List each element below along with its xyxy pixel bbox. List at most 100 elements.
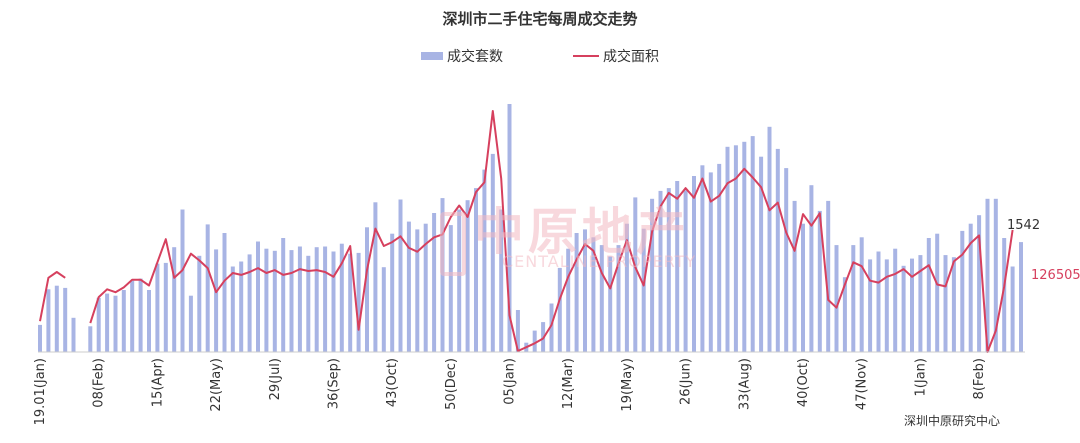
x-tick-label-11: 26(Jun) xyxy=(679,358,694,405)
x-tick-label-2: 15(Apr) xyxy=(150,358,165,407)
bar-76 xyxy=(675,181,680,352)
bar-11 xyxy=(130,280,135,352)
bar-38 xyxy=(356,252,361,352)
legend: 成交套数 成交面积 xyxy=(0,46,1080,66)
bar-17 xyxy=(180,209,185,352)
bar-86 xyxy=(759,156,764,352)
bar-53 xyxy=(482,169,487,352)
bar-72 xyxy=(641,228,646,352)
bar-30 xyxy=(289,250,294,352)
bar-39 xyxy=(365,227,369,352)
bar-65 xyxy=(583,229,587,352)
bar-88 xyxy=(775,148,780,352)
bar-28 xyxy=(272,250,277,352)
bar-109 xyxy=(951,257,956,352)
bar-37 xyxy=(348,253,353,352)
bar-3 xyxy=(63,287,68,352)
x-tick-label-13: 40(Oct) xyxy=(796,358,811,407)
bar-66 xyxy=(591,237,596,352)
bar-84 xyxy=(742,141,747,352)
x-tick-label-12: 33(Aug) xyxy=(737,358,752,410)
bar-25 xyxy=(247,254,252,352)
bar-10 xyxy=(121,290,126,352)
bar-75 xyxy=(666,188,671,352)
line-last-value-label: 126505 xyxy=(1031,268,1080,283)
bar-67 xyxy=(599,245,604,352)
bar-62 xyxy=(557,267,562,352)
bar-14 xyxy=(155,263,160,352)
bar-16 xyxy=(172,247,177,352)
bar-68 xyxy=(608,256,613,352)
bar-87 xyxy=(767,126,772,352)
legend-label-bars: 成交套数 xyxy=(447,49,503,65)
bar-0 xyxy=(38,324,42,352)
x-tick-label-16: 8(Feb) xyxy=(972,358,987,399)
bar-98 xyxy=(859,237,864,352)
bar-55 xyxy=(499,209,504,352)
bar-113 xyxy=(985,198,990,352)
bar-41 xyxy=(381,267,386,352)
bar-102 xyxy=(893,248,898,352)
x-tick-label-5: 36(Sep) xyxy=(327,358,342,409)
bar-31 xyxy=(297,246,302,352)
bar-26 xyxy=(256,241,260,352)
bar-89 xyxy=(784,168,789,352)
bar-99 xyxy=(868,259,873,352)
bar-69 xyxy=(616,245,621,352)
line-series-成交面积 xyxy=(39,110,1014,353)
bar-29 xyxy=(281,238,286,352)
bar-12 xyxy=(138,278,143,352)
bar-59 xyxy=(532,330,537,352)
bar-24 xyxy=(239,261,244,352)
bar-2 xyxy=(54,285,59,352)
bar-57 xyxy=(515,310,520,352)
bar-42 xyxy=(390,233,395,352)
bar-18 xyxy=(188,295,193,352)
bar-40 xyxy=(373,202,378,352)
bar-114 xyxy=(993,198,998,352)
bar-64 xyxy=(574,233,579,352)
x-tick-label-4: 29(Jul) xyxy=(268,358,283,400)
bar-54 xyxy=(490,153,495,352)
bar-series-成交套数 xyxy=(38,104,1023,352)
bar-1 xyxy=(46,289,51,352)
bar-45 xyxy=(415,229,420,352)
bar-46 xyxy=(423,223,428,352)
bar-103 xyxy=(901,265,906,352)
bar-83 xyxy=(733,145,738,352)
bar-50 xyxy=(457,209,462,352)
bar-71 xyxy=(633,197,638,352)
bar-82 xyxy=(725,146,730,352)
bar-74 xyxy=(658,190,663,352)
bar-91 xyxy=(801,223,805,352)
bar-85 xyxy=(750,136,755,352)
bar-7 xyxy=(96,297,101,352)
bar-73 xyxy=(650,198,655,352)
bar-81 xyxy=(717,163,722,352)
x-tick-label-9: 12(Mar) xyxy=(561,358,576,409)
x-tick-label-3: 22(May) xyxy=(209,358,224,412)
bar-106 xyxy=(926,238,931,352)
bar-49 xyxy=(448,225,453,352)
bar-94 xyxy=(826,200,831,352)
bar-48 xyxy=(440,198,445,352)
bar-78 xyxy=(692,176,696,352)
bar-last-value-label: 1542 xyxy=(1007,218,1041,233)
bar-111 xyxy=(968,223,973,352)
bar-101 xyxy=(884,259,889,352)
x-axis-ticks: 19.01(Jan) 08(Feb) 15(Apr) 22(May) 29(Jul) 36… xyxy=(33,358,987,425)
bar-20 xyxy=(205,224,210,352)
legend-item-bars[interactable]: 成交套数 xyxy=(421,46,503,66)
source-note: 深圳中原研究中心 xyxy=(904,414,1001,428)
bar-47 xyxy=(432,213,437,352)
x-tick-label-0: 19.01(Jan) xyxy=(33,358,48,425)
bar-4 xyxy=(71,317,76,352)
bar-8 xyxy=(105,293,110,352)
bar-108 xyxy=(943,255,948,352)
bar-51 xyxy=(465,200,470,352)
bar-35 xyxy=(331,251,336,352)
bar-116 xyxy=(1010,266,1015,352)
legend-item-line[interactable]: 成交面积 xyxy=(573,46,659,66)
bar-70 xyxy=(624,223,629,352)
